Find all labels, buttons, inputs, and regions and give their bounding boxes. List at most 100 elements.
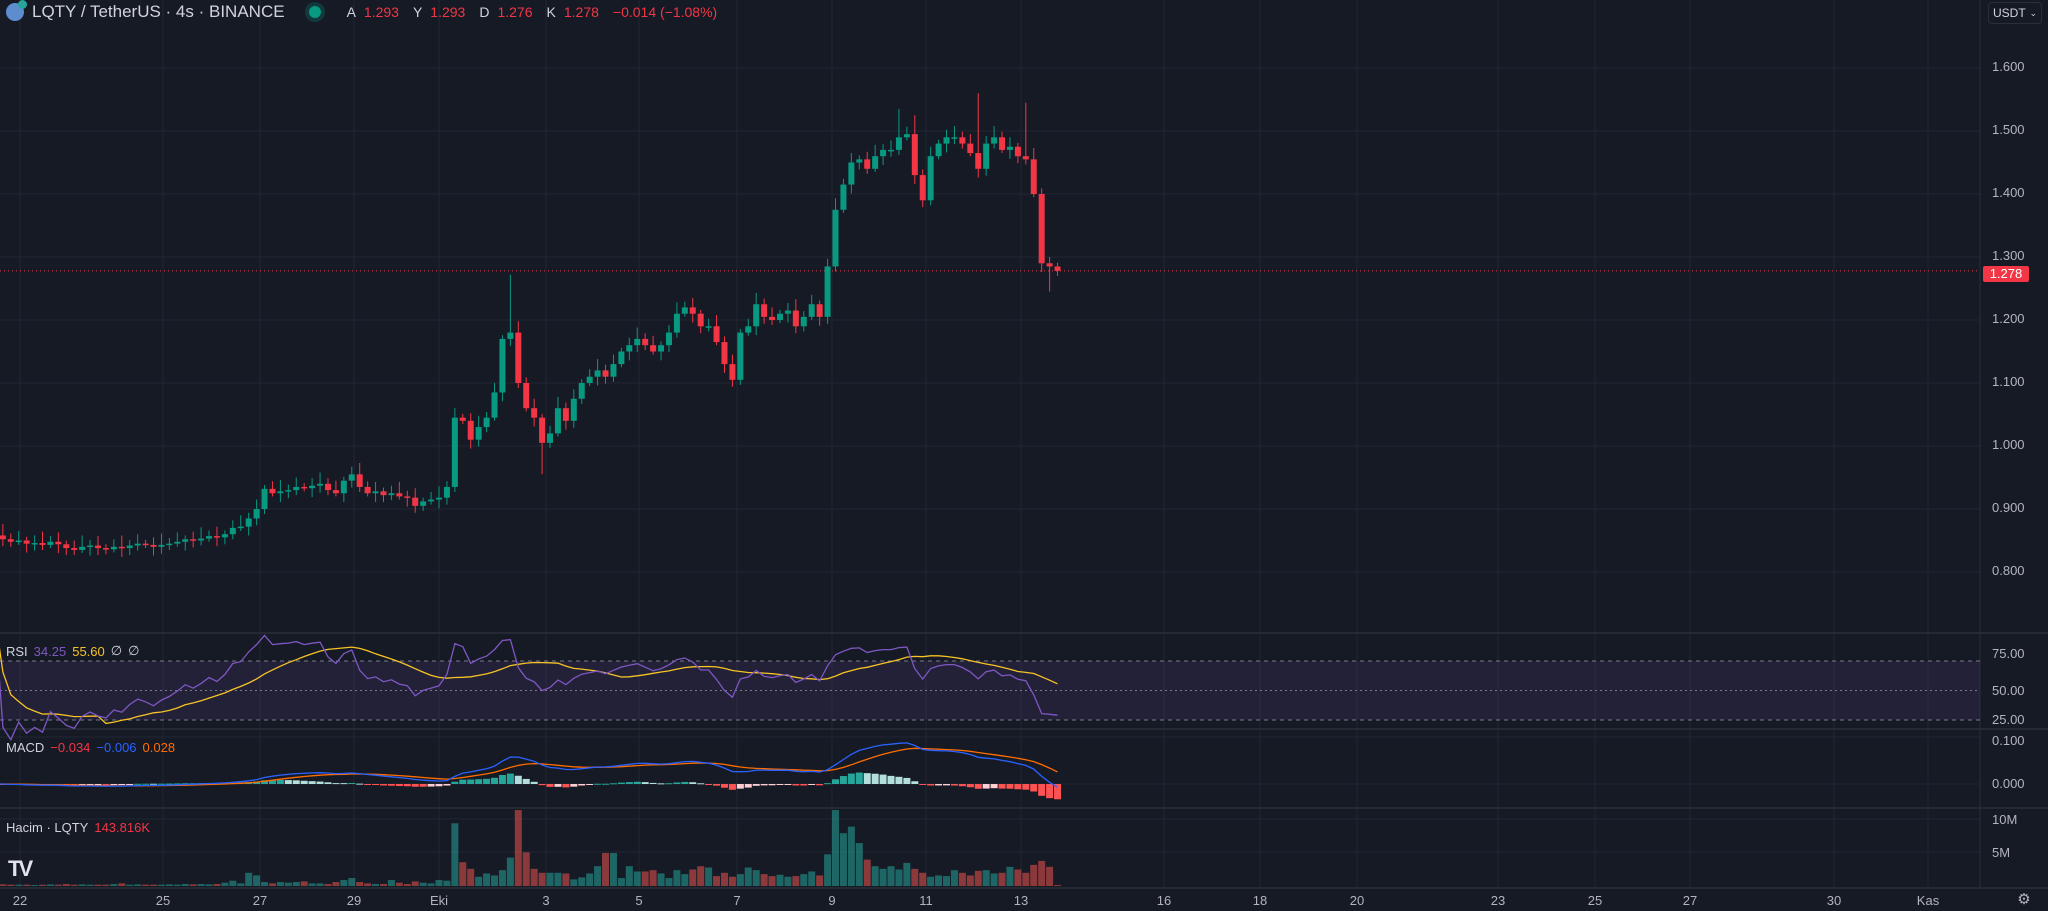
rsi-label[interactable]: RSI bbox=[6, 643, 28, 659]
volume-bar bbox=[990, 873, 998, 886]
candle-down bbox=[39, 543, 46, 545]
macd-histogram-bar bbox=[292, 780, 300, 784]
candle-down bbox=[792, 310, 799, 327]
rsi-extra-2: ∅ bbox=[128, 643, 140, 658]
volume-bar bbox=[586, 873, 594, 886]
volume-bar bbox=[713, 876, 721, 886]
volume-bar bbox=[824, 854, 832, 886]
indicator-axis-label: 0.000 bbox=[1992, 776, 2025, 791]
candle-up bbox=[158, 544, 165, 547]
candle-up bbox=[388, 493, 395, 496]
volume-bar bbox=[31, 885, 39, 886]
candle-up bbox=[888, 149, 895, 152]
macd-histogram-bar bbox=[824, 783, 832, 785]
candle-up bbox=[626, 345, 633, 352]
macd-histogram-bar bbox=[570, 784, 578, 787]
candle-up bbox=[800, 316, 807, 327]
macd-histogram-bar bbox=[134, 783, 142, 785]
time-axis-label: 18 bbox=[1252, 893, 1268, 908]
macd-histogram-bar bbox=[713, 784, 721, 786]
volume-bar bbox=[736, 874, 744, 886]
candle-down bbox=[467, 420, 474, 440]
candle-up bbox=[618, 351, 625, 365]
macd-histogram-bar bbox=[118, 784, 126, 785]
macd-histogram-bar bbox=[895, 776, 903, 784]
candle-up bbox=[586, 376, 593, 383]
macd-label[interactable]: MACD bbox=[6, 740, 45, 755]
candle-up bbox=[87, 545, 94, 548]
candle-down bbox=[642, 338, 649, 346]
macd-histogram-bar bbox=[522, 778, 530, 784]
volume-bar bbox=[475, 876, 483, 886]
macd-histogram-bar bbox=[665, 783, 673, 785]
tradingview-logo[interactable]: TV bbox=[8, 856, 33, 881]
indicator-axis-label: 75.00 bbox=[1992, 646, 2025, 661]
volume-bar bbox=[54, 884, 62, 886]
time-axis-label: 25 bbox=[1587, 893, 1603, 908]
macd-histogram-bar bbox=[1046, 784, 1054, 799]
macd-histogram-bar bbox=[792, 784, 800, 786]
candle-down bbox=[689, 307, 696, 314]
price-axis-label: 1.500 bbox=[1992, 122, 2025, 137]
macd-histogram-bar bbox=[641, 782, 649, 784]
volume-bar bbox=[832, 810, 839, 886]
volume-bar bbox=[221, 882, 229, 886]
volume-bar bbox=[387, 880, 395, 886]
candle-up bbox=[903, 134, 910, 138]
candle-up bbox=[737, 332, 744, 380]
candle-up bbox=[436, 497, 442, 500]
macd-histogram-bar bbox=[379, 784, 387, 786]
currency-select[interactable]: USDT ⌄ bbox=[1988, 2, 2042, 24]
candle-up bbox=[475, 427, 482, 440]
macd-histogram-bar bbox=[736, 784, 744, 789]
macd-histogram-bar bbox=[919, 784, 927, 785]
settings-gear-icon[interactable]: ⚙ bbox=[2017, 891, 2031, 908]
macd-histogram-bar bbox=[943, 784, 951, 786]
volume-bar bbox=[982, 870, 990, 886]
macd-histogram-bar bbox=[276, 779, 284, 784]
price-axis-label: 1.400 bbox=[1992, 185, 2025, 200]
volume-bar bbox=[467, 868, 475, 886]
macd-histogram-bar bbox=[268, 779, 276, 784]
volume-bar bbox=[86, 884, 94, 886]
candle-up bbox=[293, 486, 300, 491]
macd-histogram-bar bbox=[150, 783, 158, 785]
volume-bar bbox=[958, 872, 966, 886]
macd-histogram-bar bbox=[348, 782, 356, 784]
volume-bar bbox=[197, 884, 205, 886]
candle-down bbox=[1030, 159, 1037, 194]
candle-down bbox=[0, 535, 6, 540]
volume-label[interactable]: Hacim · LQTY bbox=[6, 820, 89, 835]
symbol-title[interactable]: LQTY / TetherUS · 4s · BINANCE bbox=[32, 2, 285, 21]
candle-up bbox=[547, 433, 554, 443]
macd-histogram-bar bbox=[847, 773, 855, 784]
macd-histogram-bar bbox=[538, 784, 546, 786]
macd-histogram-bar bbox=[1030, 784, 1038, 792]
candle-down bbox=[95, 545, 102, 549]
volume-bar bbox=[292, 882, 300, 886]
macd-histogram-bar bbox=[927, 784, 935, 786]
volume-bar bbox=[760, 874, 768, 886]
macd-histogram-bar bbox=[356, 783, 364, 785]
volume-bar bbox=[768, 876, 776, 886]
low-key: D bbox=[479, 4, 490, 20]
candle-up bbox=[570, 398, 577, 421]
volume-bar bbox=[839, 833, 847, 886]
candle-up bbox=[491, 392, 498, 418]
macd-histogram-bar bbox=[657, 783, 665, 785]
candle-up bbox=[554, 408, 561, 434]
macd-histogram-bar bbox=[142, 783, 150, 785]
volume-bar bbox=[443, 880, 451, 886]
time-axis-label: 29 bbox=[346, 893, 362, 908]
candle-up bbox=[285, 490, 292, 492]
macd-histogram-bar bbox=[839, 776, 847, 784]
macd-histogram-bar bbox=[70, 784, 78, 785]
time-axis-label: 5 bbox=[635, 893, 643, 908]
macd-histogram-bar bbox=[419, 784, 427, 787]
macd-histogram-bar bbox=[483, 778, 491, 784]
volume-bar bbox=[324, 884, 332, 886]
volume-bar bbox=[110, 884, 118, 886]
candle-down bbox=[213, 536, 220, 538]
